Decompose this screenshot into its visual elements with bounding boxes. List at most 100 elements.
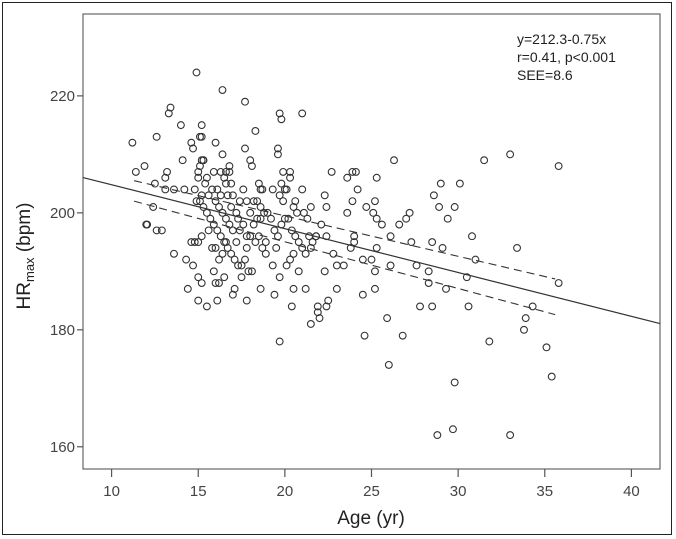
data-point bbox=[232, 208, 241, 217]
data-point bbox=[202, 302, 211, 311]
data-point bbox=[351, 167, 360, 176]
data-point bbox=[312, 232, 321, 241]
data-point bbox=[251, 238, 260, 247]
data-point bbox=[433, 431, 442, 440]
data-point bbox=[249, 220, 258, 229]
data-point bbox=[306, 243, 315, 252]
data-point bbox=[386, 261, 395, 270]
data-point bbox=[263, 208, 272, 217]
data-point bbox=[267, 214, 275, 223]
data-point bbox=[218, 86, 227, 94]
data-point bbox=[528, 302, 537, 311]
data-point bbox=[239, 220, 248, 229]
data-point bbox=[246, 156, 255, 165]
data-point bbox=[222, 238, 230, 247]
data-point bbox=[182, 255, 191, 264]
data-point bbox=[190, 185, 199, 194]
y-tick-label: 180 bbox=[50, 322, 75, 339]
data-point bbox=[322, 203, 331, 211]
data-point bbox=[211, 138, 220, 147]
data-point bbox=[371, 267, 379, 276]
data-point bbox=[332, 284, 341, 293]
data-point bbox=[291, 197, 300, 206]
data-point bbox=[206, 214, 215, 223]
data-point bbox=[197, 232, 206, 241]
data-point bbox=[462, 273, 471, 282]
data-point bbox=[228, 191, 237, 200]
data-point bbox=[227, 179, 236, 188]
data-point bbox=[258, 243, 267, 252]
data-point bbox=[348, 167, 357, 176]
y-tick-label: 220 bbox=[50, 88, 75, 105]
y-tick-label: 200 bbox=[50, 205, 75, 222]
data-point bbox=[485, 337, 494, 346]
x-tick-label: 10 bbox=[103, 483, 120, 500]
data-point bbox=[298, 109, 307, 118]
data-point bbox=[163, 167, 171, 176]
data-point bbox=[140, 162, 149, 171]
y-axis-title-suffix: (bpm) bbox=[14, 203, 35, 258]
data-point bbox=[343, 208, 352, 217]
data-point bbox=[291, 232, 300, 241]
data-point bbox=[230, 284, 239, 293]
data-point bbox=[289, 284, 298, 293]
data-point bbox=[199, 156, 208, 165]
data-point bbox=[358, 255, 367, 264]
data-point bbox=[277, 115, 286, 124]
data-point bbox=[161, 173, 170, 182]
data-point bbox=[268, 185, 277, 194]
data-point bbox=[405, 208, 414, 217]
data-point bbox=[287, 302, 296, 311]
data-point bbox=[189, 261, 197, 270]
data-point bbox=[320, 267, 329, 276]
data-point bbox=[372, 173, 381, 182]
data-point bbox=[506, 150, 515, 159]
data-point bbox=[213, 296, 222, 305]
data-point bbox=[329, 249, 338, 258]
data-point bbox=[204, 191, 213, 200]
x-tick-label: 20 bbox=[277, 483, 294, 500]
data-point bbox=[324, 296, 333, 305]
data-point bbox=[242, 232, 251, 241]
data-point bbox=[178, 156, 187, 165]
data-point bbox=[542, 343, 551, 352]
data-point bbox=[346, 243, 355, 252]
data-point bbox=[208, 243, 217, 252]
data-point bbox=[218, 150, 227, 159]
data-point bbox=[317, 220, 326, 229]
data-points bbox=[128, 68, 563, 440]
data-point bbox=[215, 279, 223, 287]
data-point bbox=[280, 214, 289, 223]
data-point bbox=[372, 214, 381, 223]
data-point bbox=[201, 179, 210, 188]
data-point bbox=[227, 249, 236, 258]
data-point bbox=[407, 238, 416, 247]
data-point bbox=[289, 203, 298, 211]
data-point bbox=[383, 314, 392, 323]
data-point bbox=[234, 214, 243, 223]
data-point bbox=[197, 132, 206, 141]
data-point bbox=[450, 378, 459, 387]
data-point bbox=[384, 360, 393, 369]
data-point bbox=[256, 203, 265, 211]
data-point bbox=[152, 132, 161, 141]
data-point bbox=[239, 185, 248, 194]
data-point bbox=[253, 197, 262, 206]
annotation-see: SEE=8.6 bbox=[517, 67, 573, 83]
data-point bbox=[254, 179, 263, 188]
data-point bbox=[190, 238, 199, 247]
x-tick-label: 15 bbox=[190, 483, 207, 500]
data-point bbox=[170, 185, 178, 194]
data-point bbox=[246, 232, 255, 241]
data-point bbox=[468, 232, 476, 241]
data-point bbox=[436, 179, 445, 188]
data-point bbox=[230, 255, 239, 264]
data-point bbox=[435, 203, 444, 211]
data-point bbox=[513, 243, 521, 252]
data-point bbox=[149, 203, 158, 211]
data-point bbox=[222, 179, 230, 188]
data-point bbox=[208, 185, 217, 194]
data-point bbox=[216, 167, 225, 176]
